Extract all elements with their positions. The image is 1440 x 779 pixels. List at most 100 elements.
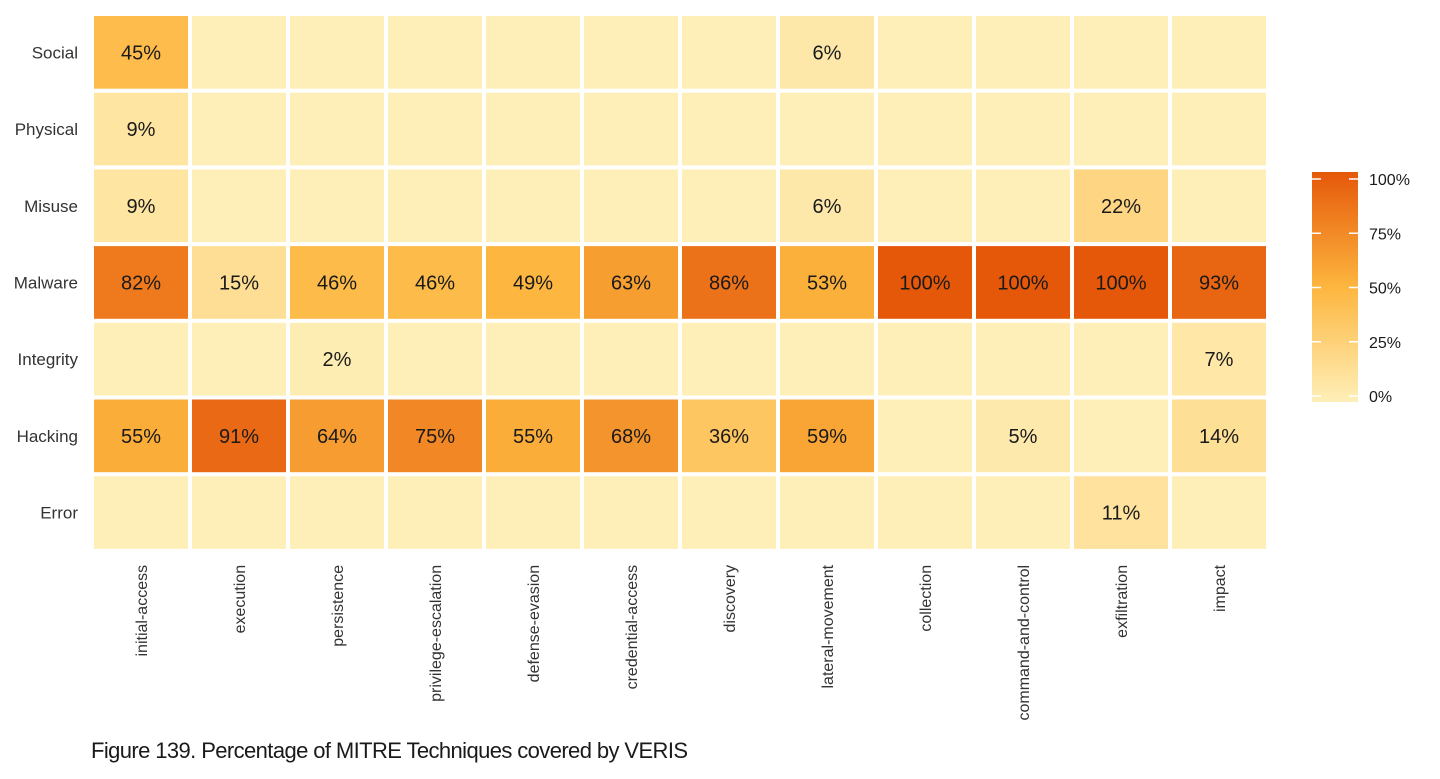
heatmap-cell xyxy=(780,399,874,473)
heatmap-cell xyxy=(486,399,580,473)
cell-value-label: 100% xyxy=(1095,272,1146,294)
heatmap-cell xyxy=(878,16,972,89)
cell-value-label: 45% xyxy=(121,42,161,64)
heatmap-cell xyxy=(192,92,286,166)
cell-value-label: 55% xyxy=(121,426,161,448)
heatmap-cell xyxy=(290,399,384,473)
heatmap-cell xyxy=(682,322,776,396)
heatmap-cell xyxy=(192,16,286,89)
cell-value-label: 14% xyxy=(1199,426,1239,448)
row-label: Error xyxy=(40,504,78,523)
heatmap-cell xyxy=(780,16,874,89)
heatmap-cell xyxy=(486,476,580,549)
heatmap-cell xyxy=(584,92,678,166)
heatmap-cell xyxy=(290,322,384,396)
heatmap-cell xyxy=(584,476,678,549)
heatmap-cell xyxy=(584,169,678,243)
cell-value-label: 91% xyxy=(219,426,259,448)
heatmap-cell xyxy=(976,399,1070,473)
cell-value-label: 15% xyxy=(219,272,259,294)
heatmap-cell xyxy=(976,92,1070,166)
figure-caption: Figure 139. Percentage of MITRE Techniqu… xyxy=(91,738,688,763)
column-label: initial-access xyxy=(134,565,151,657)
cell-value-label: 36% xyxy=(709,426,749,448)
legend-tick-label: 25% xyxy=(1369,335,1401,352)
cell-value-label: 46% xyxy=(317,272,357,294)
heatmap-cell xyxy=(878,322,972,396)
heatmap-cell xyxy=(388,16,482,89)
heatmap-cell xyxy=(192,169,286,243)
heatmap-cell xyxy=(976,16,1070,89)
cell-value-label: 82% xyxy=(121,272,161,294)
heatmap-cell xyxy=(682,476,776,549)
heatmap-cell xyxy=(584,246,678,319)
heatmap-cell xyxy=(682,246,776,319)
heatmap-cell xyxy=(1074,246,1168,319)
heatmap-cell xyxy=(388,246,482,319)
heatmap-cell xyxy=(1172,322,1266,396)
heatmap-cell xyxy=(780,476,874,549)
heatmap-cell xyxy=(1172,92,1266,166)
cell-value-label: 100% xyxy=(997,272,1048,294)
heatmap-cell xyxy=(388,169,482,243)
heatmap-cell xyxy=(1074,322,1168,396)
heatmap-cell xyxy=(192,322,286,396)
cell-value-label: 7% xyxy=(1205,349,1234,371)
column-label: discovery xyxy=(722,565,739,633)
row-label: Misuse xyxy=(24,197,78,216)
heatmap-cell xyxy=(1074,399,1168,473)
row-label: Physical xyxy=(15,120,78,139)
heatmap-cell xyxy=(682,169,776,243)
column-label: privilege-escalation xyxy=(428,565,445,702)
heatmap-cell xyxy=(1074,92,1168,166)
legend-tick-label: 0% xyxy=(1369,389,1392,406)
heatmap-cell xyxy=(388,476,482,549)
heatmap-cell xyxy=(290,16,384,89)
heatmap-cell xyxy=(1172,476,1266,549)
heatmap-cell xyxy=(290,246,384,319)
heatmap-cell xyxy=(486,92,580,166)
cell-value-label: 46% xyxy=(415,272,455,294)
heatmap-cell xyxy=(1074,16,1168,89)
heatmap-cell xyxy=(682,399,776,473)
column-label: impact xyxy=(1212,564,1229,612)
heatmap-cell xyxy=(1172,399,1266,473)
cell-value-label: 5% xyxy=(1009,426,1038,448)
column-label: collection xyxy=(918,565,935,632)
heatmap-cell xyxy=(486,322,580,396)
heatmap-cell xyxy=(1074,169,1168,243)
heatmap-cell xyxy=(976,476,1070,549)
cell-value-label: 6% xyxy=(813,42,842,64)
heatmap-cell xyxy=(192,399,286,473)
cell-value-label: 75% xyxy=(415,426,455,448)
heatmap-cell xyxy=(94,246,188,319)
heatmap-cell xyxy=(486,169,580,243)
heatmap-cell xyxy=(290,169,384,243)
heatmap-cell xyxy=(878,92,972,166)
heatmap-cell xyxy=(290,476,384,549)
heatmap-cell xyxy=(290,92,384,166)
heatmap-cell xyxy=(94,322,188,396)
heatmap-cell xyxy=(780,322,874,396)
column-label: lateral-movement xyxy=(820,564,837,688)
heatmap-cell xyxy=(192,246,286,319)
legend-tick-label: 100% xyxy=(1369,172,1410,189)
column-label: persistence xyxy=(330,565,347,647)
heatmap-cell xyxy=(94,16,188,89)
column-label: command-and-control xyxy=(1016,565,1033,721)
heatmap-cell xyxy=(584,322,678,396)
heatmap-cell xyxy=(388,322,482,396)
heatmap-cell xyxy=(486,246,580,319)
heatmap-cell xyxy=(976,322,1070,396)
heatmap-cell xyxy=(584,16,678,89)
cell-value-label: 11% xyxy=(1102,503,1141,525)
column-label: credential-access xyxy=(624,565,641,690)
heatmap-cell xyxy=(486,16,580,89)
heatmap-cell xyxy=(94,476,188,549)
heatmap-cell xyxy=(878,169,972,243)
cell-value-label: 59% xyxy=(807,426,847,448)
heatmap-cell xyxy=(584,399,678,473)
heatmap-cell xyxy=(682,92,776,166)
row-label: Integrity xyxy=(18,350,79,369)
legend-tick-label: 50% xyxy=(1369,281,1401,298)
